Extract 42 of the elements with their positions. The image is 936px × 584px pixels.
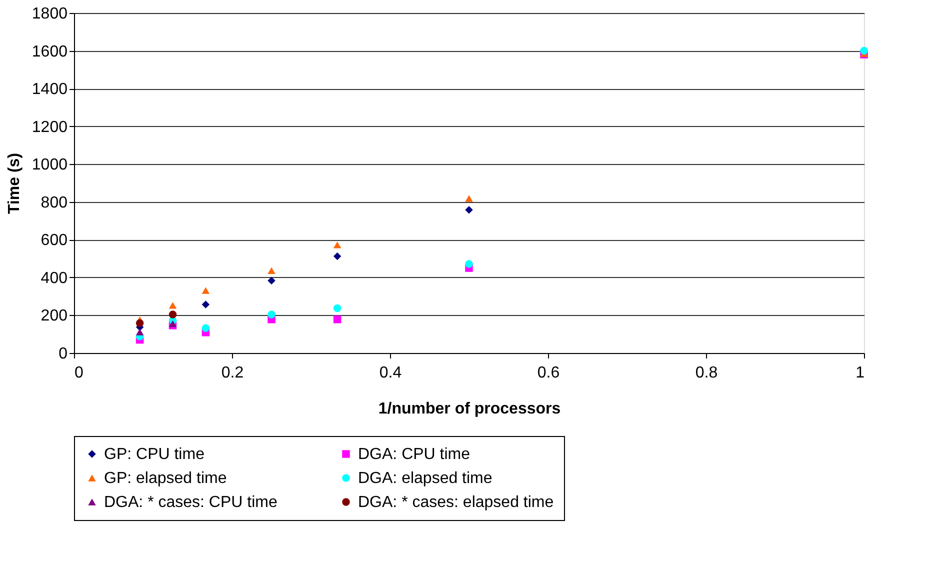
y-tick-label: 1800 [32, 6, 68, 22]
point [333, 304, 342, 312]
point [202, 300, 210, 308]
x-tick-label: 0.4 [379, 364, 402, 382]
x-tick-label: 0 [74, 364, 84, 382]
point [168, 310, 177, 318]
y-axis-title: Time (s) [6, 152, 23, 214]
point [333, 316, 342, 324]
x-tick-label: 0.6 [537, 364, 560, 382]
y-tick-label: 1400 [32, 81, 68, 98]
x-tick-label: 0.8 [695, 364, 718, 382]
point [136, 328, 144, 336]
legend-label: DGA: elapsed time [358, 470, 492, 487]
point [333, 242, 342, 248]
point [268, 267, 276, 274]
legend-label: DGA: * cases: CPU time [104, 494, 278, 511]
x-tick-label: 0.2 [221, 364, 244, 382]
point [202, 324, 210, 332]
y-tick-label: 0 [58, 346, 68, 362]
legend-label: DGA: CPU time [358, 446, 470, 463]
y-tick-label: 600 [40, 232, 68, 250]
legend-label: DGA: * cases: elapsed time [358, 494, 554, 511]
y-tick-label: 1600 [32, 43, 68, 60]
point [168, 302, 177, 309]
legend-label: GP: elapsed time [104, 470, 227, 487]
point [202, 287, 210, 294]
x-axis-title: 1/number of processors [378, 400, 561, 418]
point [465, 195, 473, 202]
point [860, 46, 868, 55]
y-tick-label: 800 [40, 194, 68, 212]
y-tick-label: 1200 [32, 118, 68, 136]
point [268, 276, 276, 285]
point [333, 252, 342, 260]
point [465, 206, 473, 214]
point [268, 310, 276, 318]
point [136, 319, 144, 328]
point [465, 260, 473, 268]
legend-label: GP: CPU time [104, 446, 205, 463]
x-tick-label: 1 [856, 364, 865, 382]
y-tick-label: 200 [40, 308, 68, 325]
y-tick-label: 1000 [32, 156, 68, 174]
y-tick-label: 400 [40, 270, 68, 287]
